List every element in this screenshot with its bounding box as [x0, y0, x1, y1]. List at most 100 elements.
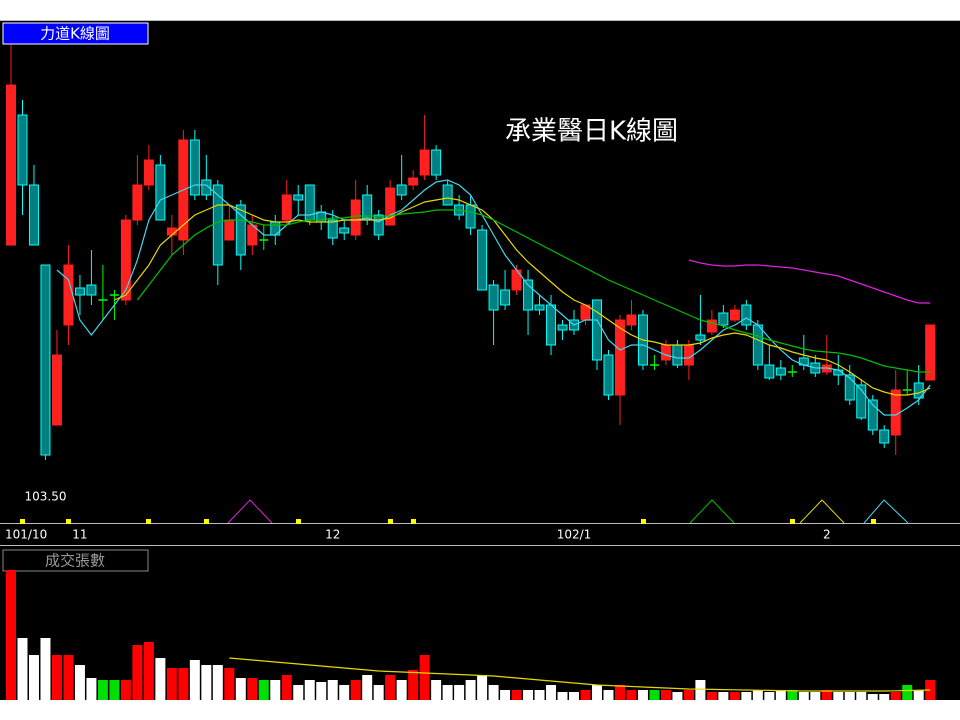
volume-bar — [63, 655, 74, 700]
candle-body — [419, 149, 430, 176]
candle-body — [844, 374, 855, 401]
candle-body — [603, 354, 614, 396]
candle-body — [396, 184, 407, 196]
candle-body — [591, 299, 602, 361]
volume-bar — [74, 665, 85, 700]
volume-bar — [419, 655, 430, 700]
candle-body — [729, 309, 740, 321]
volume-bar — [120, 680, 131, 700]
x-tick-label: 2 — [823, 528, 831, 542]
volume-bar — [649, 690, 660, 700]
volume-bar — [247, 678, 258, 700]
candle-body — [718, 312, 729, 326]
indicator-decoration — [227, 499, 273, 524]
x-tick-label: 12 — [325, 528, 340, 542]
candle-body — [63, 264, 74, 326]
volume-bar — [672, 692, 683, 700]
candle-body — [523, 279, 534, 311]
event-marker — [411, 519, 416, 524]
volume-bar — [270, 680, 281, 700]
candle-body — [614, 319, 625, 396]
candle-body — [293, 194, 304, 201]
volume-bar — [304, 680, 315, 700]
volume-bar — [603, 690, 614, 700]
volume-bar — [683, 690, 694, 700]
volume-bar — [178, 668, 189, 700]
event-marker — [388, 519, 393, 524]
candle-body — [327, 219, 338, 239]
indicator-decoration — [799, 499, 845, 524]
moving-average-line — [688, 259, 931, 304]
candle-body — [155, 164, 166, 221]
candle-body — [132, 184, 143, 221]
min-price-label: 103.50 — [24, 490, 66, 504]
candle-body — [235, 204, 246, 256]
candle-body — [385, 187, 396, 226]
volume-bar — [660, 690, 671, 700]
volume-bar — [500, 690, 511, 700]
volume-bar — [511, 690, 522, 700]
volume-bar — [534, 690, 545, 700]
moving-average-line — [136, 209, 931, 373]
volume-bar — [557, 692, 568, 700]
volume-bar — [867, 694, 878, 700]
candle-body — [752, 324, 763, 366]
event-marker — [790, 519, 795, 524]
candle-body — [741, 304, 752, 326]
candle-body — [143, 159, 154, 186]
candle-body — [626, 314, 637, 326]
candle-body — [224, 219, 235, 241]
volume-bar — [741, 692, 752, 700]
candle-body — [764, 364, 775, 379]
volume-bar — [40, 638, 51, 700]
title-box — [2, 22, 149, 45]
volume-bar — [764, 692, 775, 700]
volume-bar — [442, 685, 453, 700]
volume-bar — [775, 690, 786, 700]
volume-bar — [350, 680, 361, 700]
x-tick-label: 101/10 — [5, 528, 47, 542]
volume-bar — [408, 670, 419, 700]
volume-bar — [258, 680, 269, 700]
volume-bar — [580, 690, 591, 700]
candle-body — [442, 184, 453, 206]
candle-body — [500, 289, 511, 306]
volume-bar — [465, 680, 476, 700]
moving-average-line — [229, 657, 931, 692]
candle-body — [431, 149, 442, 176]
candle-body — [465, 204, 476, 229]
volume-bar — [109, 680, 120, 700]
volume-bar — [431, 680, 442, 700]
candle-body — [281, 194, 292, 221]
volume-bar — [327, 680, 338, 700]
volume-bar — [189, 660, 200, 700]
candle-body — [925, 324, 936, 381]
volume-bar — [546, 685, 557, 700]
candle-body — [557, 324, 568, 331]
volume-bar — [637, 690, 648, 700]
chart-background — [0, 20, 960, 700]
candle-body — [74, 287, 85, 296]
volume-bar — [235, 678, 246, 700]
candle-body — [511, 269, 522, 291]
volume-bar — [614, 685, 625, 700]
candle-body — [51, 354, 62, 426]
volume-bar — [879, 694, 890, 700]
x-tick-label: 11 — [72, 528, 87, 542]
candle-body — [672, 344, 683, 366]
volume-bar — [752, 690, 763, 700]
event-marker — [20, 519, 25, 524]
volume-bar — [718, 692, 729, 700]
candle-body — [17, 114, 28, 186]
candle-body — [477, 229, 488, 291]
candle-body — [683, 344, 694, 366]
volume-bar — [28, 655, 39, 700]
chart-title: 力道K線圖 — [40, 25, 110, 43]
candle-body — [660, 344, 671, 361]
x-tick-label: 102/1 — [557, 528, 592, 542]
candle-body — [86, 284, 97, 296]
volume-bar — [477, 675, 488, 700]
candle-body — [488, 284, 499, 311]
